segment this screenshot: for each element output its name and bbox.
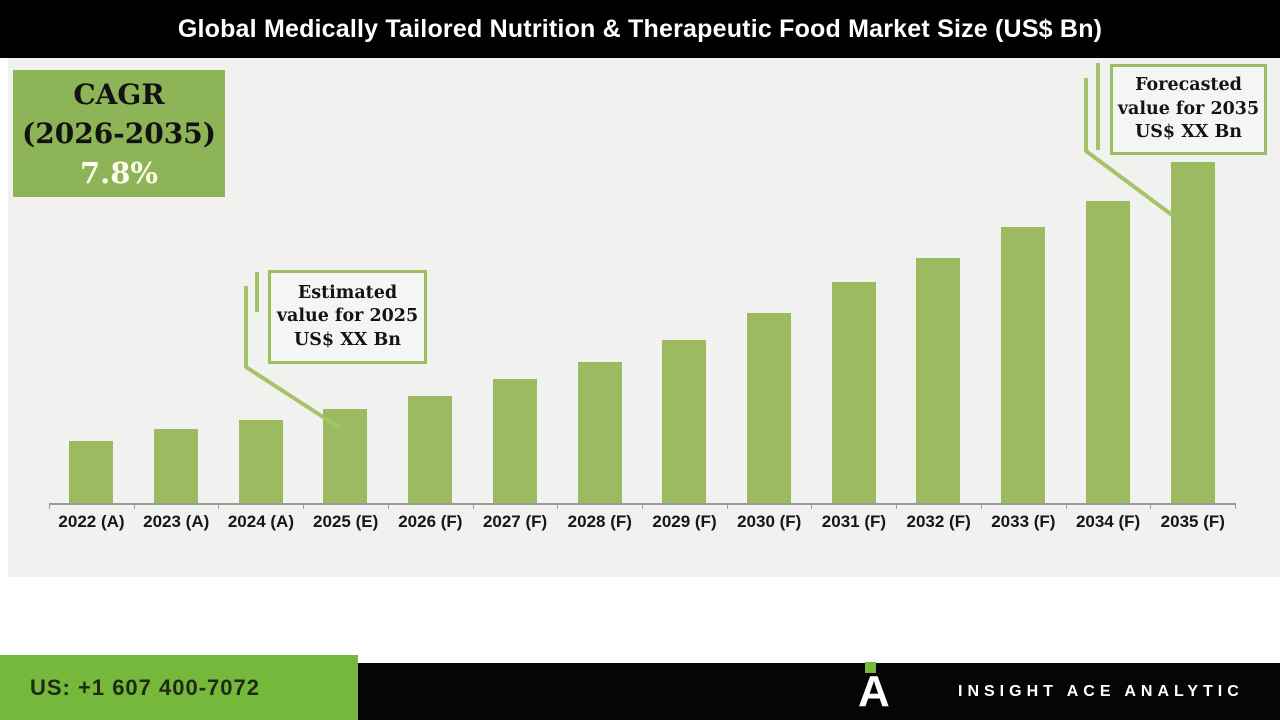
x-axis-label-2027: 2027 (F) <box>482 512 548 531</box>
x-axis-tick <box>980 503 982 509</box>
x-axis-tick <box>387 503 389 509</box>
x-axis-label-2034: 2034 (F) <box>1075 512 1141 531</box>
insight-ace-brand-name: INSIGHT ACE ANALYTIC <box>958 683 1244 700</box>
phone-number: US: +1 607 400-7072 <box>30 674 260 700</box>
x-axis-label-2035: 2035 (F) <box>1160 512 1225 531</box>
estimated-line1: Estimated <box>297 282 398 303</box>
estimated-value-callout: Estimated value for 2025 US$ XX Bn <box>268 270 427 364</box>
x-axis-tick <box>1065 503 1067 509</box>
bar-2022 <box>69 441 114 503</box>
logo-letter: A <box>858 667 890 716</box>
x-axis-tick <box>218 503 220 509</box>
title-bar: Global Medically Tailored Nutrition & Th… <box>0 0 1280 58</box>
forecast-value-callout: Forecasted value for 2035 US$ XX Bn <box>1110 64 1267 155</box>
x-axis-tick <box>303 503 305 509</box>
x-axis-label-2028: 2028 (F) <box>567 512 632 531</box>
bar-2028 <box>577 362 622 503</box>
bar-2031 <box>831 282 876 503</box>
bar-2033 <box>1001 227 1046 503</box>
page-title: Global Medically Tailored Nutrition & Th… <box>177 15 1103 43</box>
x-axis-label-2024: 2024 (A) <box>227 512 294 531</box>
bar-2032 <box>916 258 961 503</box>
cagr-label: CAGR <box>73 77 165 111</box>
x-axis-label-2032: 2032 (F) <box>906 512 971 531</box>
forecast-value: US$ XX Bn <box>1135 122 1242 143</box>
x-axis-tick <box>49 503 50 509</box>
x-axis-tick <box>133 503 135 509</box>
contributors-strip: Market Contributors: PERFECT DAYʼ GELTOR… <box>0 577 1280 662</box>
bar-2030 <box>747 313 792 503</box>
phone-banner: US: +1 607 400-7072 <box>0 655 358 720</box>
left-gutter <box>0 58 8 577</box>
forecast-line1: Forecasted <box>1135 75 1242 96</box>
estimated-value: US$ XX Bn <box>294 329 401 350</box>
x-axis-tick <box>1234 503 1236 509</box>
x-axis-label-2033: 2033 (F) <box>991 512 1056 531</box>
cagr-box: CAGR (2026-2035) 7.8% <box>13 70 225 197</box>
logo-green-square-icon <box>865 662 876 673</box>
x-axis-label-2029: 2029 (F) <box>652 512 717 531</box>
x-axis-label-2022: 2022 (A) <box>58 512 125 531</box>
x-axis-label-2023: 2023 (A) <box>143 512 210 531</box>
x-axis-tick <box>557 503 559 509</box>
bottom-black-bar <box>358 663 1280 720</box>
x-axis-label-2031: 2031 (F) <box>821 512 887 531</box>
bar-2029 <box>662 340 707 503</box>
x-axis-tick <box>896 503 898 509</box>
bar-2023 <box>154 429 199 503</box>
chart-panel: 2022 (A) 2023 (A) 2024 (A) 2025 (E) 2026 (F)… <box>0 58 1280 577</box>
x-axis-tick <box>811 503 813 509</box>
insight-ace-logo-icon: A <box>858 660 898 718</box>
bar-2026 <box>408 396 453 503</box>
bar-2035 <box>1170 162 1215 503</box>
bar-2027 <box>492 379 537 503</box>
forecast-line2: value for 2035 <box>1117 98 1260 119</box>
x-axis-label-2025: 2025 (E) <box>313 512 379 531</box>
x-axis-tick <box>472 503 474 509</box>
estimated-line2: value for 2025 <box>276 306 419 327</box>
cagr-period: (2026-2035) <box>22 116 216 150</box>
x-axis-label-2026: 2026 (F) <box>398 512 463 531</box>
bar-2025 <box>323 409 368 503</box>
x-axis-label-2030: 2030 (F) <box>737 512 802 531</box>
x-axis-tick <box>1150 503 1152 509</box>
bar-2024 <box>238 420 283 503</box>
cagr-value: 7.8% <box>79 155 158 190</box>
x-axis-tick <box>726 503 728 509</box>
x-axis-tick <box>641 503 643 509</box>
bar-2034 <box>1085 201 1130 503</box>
